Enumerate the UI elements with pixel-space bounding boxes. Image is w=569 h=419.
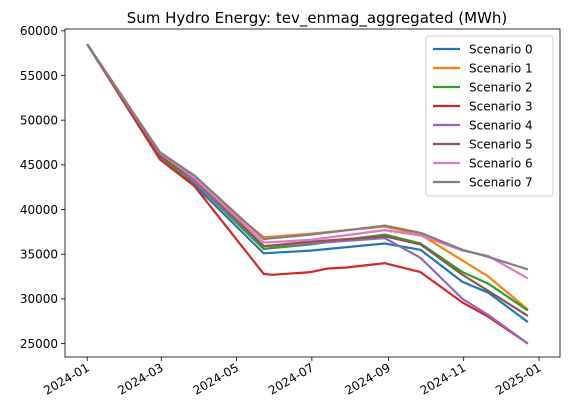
x-tick-label: 2025-01: [493, 360, 543, 397]
y-tick-label: 35000: [20, 248, 58, 262]
y-tick-label: 30000: [20, 292, 58, 306]
y-tick-label: 25000: [20, 337, 58, 351]
x-tick-label: 2024-11: [418, 360, 468, 397]
x-tick-label: 2024-05: [191, 360, 241, 397]
series-line-5: [86, 43, 529, 317]
legend: Scenario 0 Scenario 1 Scenario 2 Scenario 3…: [425, 35, 554, 197]
y-tick-label: 45000: [20, 158, 58, 172]
legend-label: Scenario 7: [469, 175, 533, 189]
legend-label: Scenario 5: [469, 137, 533, 151]
y-tick-label: 55000: [20, 69, 58, 83]
y-tick-label: 60000: [20, 24, 58, 38]
x-tick-label: 2024-03: [115, 360, 165, 397]
legend-box: [425, 35, 554, 197]
legend-label: Scenario 2: [469, 80, 533, 94]
series-line-7: [86, 43, 529, 271]
legend-label: Scenario 4: [469, 118, 533, 132]
series-line-3: [86, 43, 529, 345]
legend-label: Scenario 1: [469, 61, 533, 75]
x-tick-label: 2024-01: [41, 360, 91, 397]
y-tick-label: 40000: [20, 203, 58, 217]
plot-frame: [64, 28, 561, 358]
y-axis: 25000 30000 35000 40000 45000 50000 55000 60000: [20, 24, 65, 351]
legend-label: Scenario 3: [469, 99, 533, 113]
x-tick-label: 2024-07: [266, 360, 316, 397]
legend-label: Scenario 6: [469, 156, 533, 170]
y-tick-label: 50000: [20, 113, 58, 127]
chart-title: Sum Hydro Energy: tev_enmag_aggregated (…: [127, 9, 508, 28]
plot-lines: [86, 43, 529, 345]
x-axis: 2024-01 2024-03 2024-05 2024-07 2024-09 2024-…: [41, 357, 544, 398]
x-tick-label: 2024-09: [342, 360, 392, 397]
legend-label: Scenario 0: [469, 42, 533, 56]
